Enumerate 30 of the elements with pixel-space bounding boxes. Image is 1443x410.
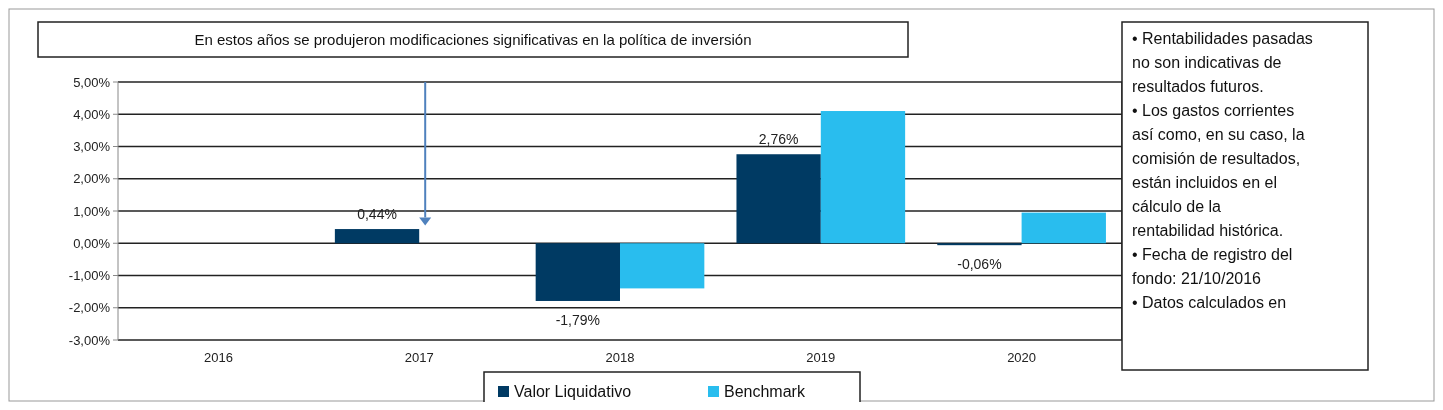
bar [620,243,705,289]
bar [334,229,420,244]
text: • Datos calculados en [1132,294,1287,311]
legend-label: Valor Liquidativo [514,383,632,400]
y-tick-label: 1,00% [73,203,111,219]
bar [535,243,620,301]
y-tick-label: 5,00% [73,74,111,90]
legend-label: Benchmark [724,383,806,400]
y-tick-label: 0,00% [73,235,111,251]
bar [820,111,906,244]
x-tick-label: 2019 [806,350,836,365]
y-tick-label: -2,00% [68,300,111,316]
bar [736,154,821,244]
y-tick-label: -3,00% [68,332,111,348]
data-label: -0,06% [957,256,1002,273]
x-tick-label: 2020 [1007,350,1037,365]
x-tick-label: 2018 [605,350,635,365]
text: • Rentabilidades pasadas no son indicativas de resultados futuros. [1132,30,1313,95]
y-tick-label: 4,00% [73,106,111,122]
chart-title: En estos años se produjeron modificaciones significativas en la política de inversión [194,31,752,48]
data-label: -1,79% [555,311,601,328]
x-tick-label: 2016 [203,350,233,365]
y-tick-label: -1,00% [68,268,111,284]
text: • Fecha de registro del fondo: 21/10/2016 [1132,246,1293,287]
data-label: 2,76% [758,131,799,148]
x-tick-label: 2017 [404,350,434,365]
y-tick-label: 2,00% [73,171,111,187]
text: • Los gastos corrientes así como, en su caso, la comisión de resultados, están incluidos en el cálculo de la rentabilidad histórica. [1132,102,1305,239]
bar [1021,212,1106,244]
y-tick-label: 3,00% [73,139,111,155]
